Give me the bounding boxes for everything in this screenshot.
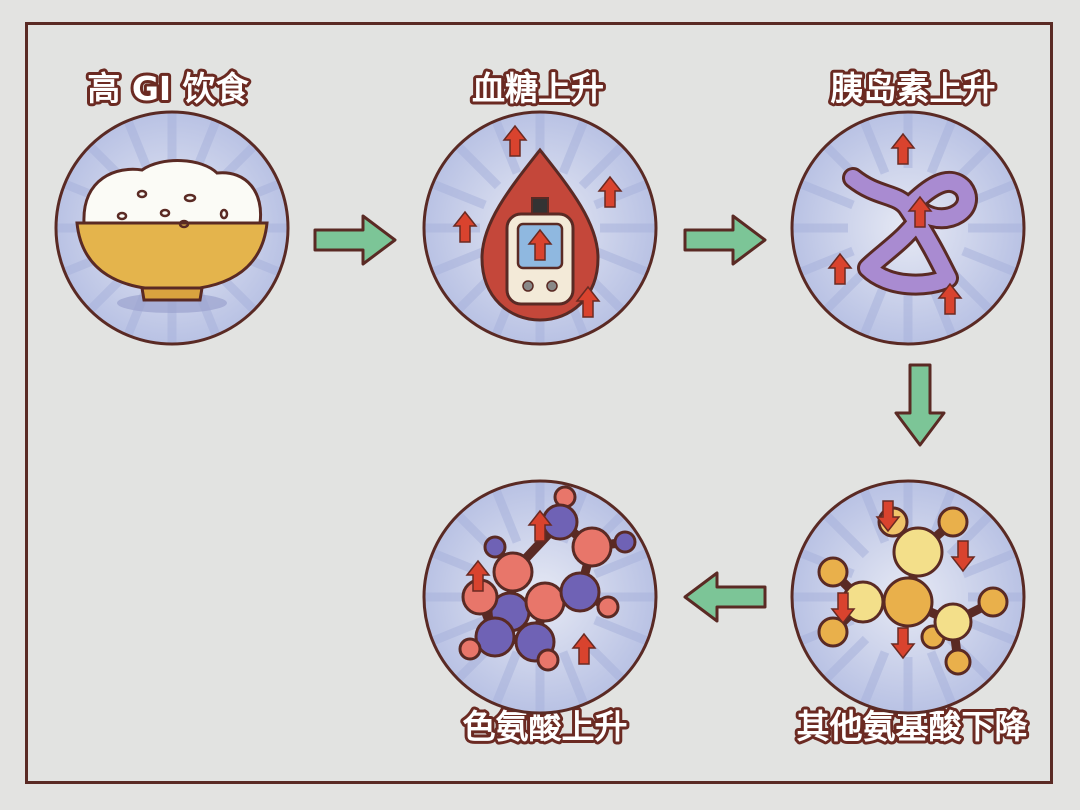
- step-label: 高 GI 饮食: [87, 69, 249, 108]
- step-tryptophan-rise: 色氨酸上升: [424, 481, 656, 749]
- blood-glucose-meter-icon: [424, 112, 656, 344]
- step-insulin-rise: 胰岛素上升: [792, 66, 1024, 344]
- step-label: 血糖上升: [472, 69, 604, 108]
- insulin-protein-icon: [792, 112, 1024, 344]
- step-other-amino-acids-decrease: 其他氨基酸下降: [792, 481, 1032, 749]
- flow-arrow-right-icon: [313, 214, 397, 266]
- flow-arrow-left-icon: [683, 571, 767, 623]
- step-high-gi-diet: 高 GI 饮食: [56, 66, 288, 344]
- step-blood-sugar-rise: 血糖上升: [424, 66, 656, 344]
- tryptophan-molecule-icon: [424, 481, 656, 713]
- flow-arrow-down-icon: [894, 363, 946, 447]
- amino-acid-molecule-icon: [792, 481, 1024, 713]
- flow-arrow-right-icon: [683, 214, 767, 266]
- step-label: 胰岛素上升: [831, 69, 996, 108]
- rice-bowl-icon: [56, 112, 288, 344]
